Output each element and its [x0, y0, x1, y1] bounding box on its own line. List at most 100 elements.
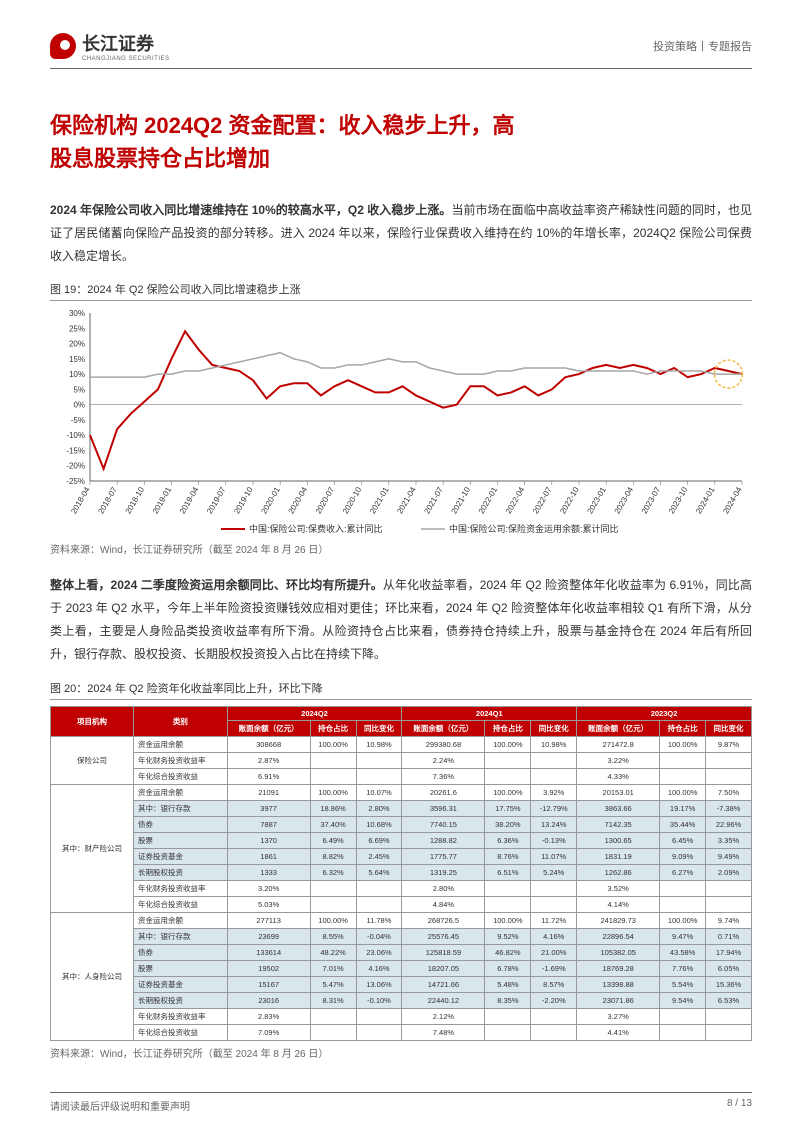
cell [310, 768, 356, 784]
svg-text:30%: 30% [69, 309, 85, 318]
cell: 7.76% [660, 960, 706, 976]
cell: 22896.54 [577, 928, 660, 944]
cell: 6.45% [660, 832, 706, 848]
th-sub: 持仓占比 [485, 720, 531, 736]
cell [660, 880, 706, 896]
cell: 2.80% [356, 800, 402, 816]
cell: 10.98% [531, 736, 577, 752]
cell: 133614 [227, 944, 310, 960]
cell: 6.05% [706, 960, 752, 976]
cell: -12.79% [531, 800, 577, 816]
row-label: 债券 [134, 944, 228, 960]
row-label: 股票 [134, 832, 228, 848]
fig20-source: 资料来源：Wind，长江证券研究所（截至 2024 年 8 月 26 日） [50, 1045, 752, 1060]
row-label: 资金运用余额 [134, 784, 228, 800]
svg-text:20%: 20% [69, 340, 85, 349]
cell: 6.49% [310, 832, 356, 848]
cell [485, 1024, 531, 1040]
cell [706, 880, 752, 896]
svg-text:2023-04: 2023-04 [613, 485, 636, 515]
th-sub: 同比变化 [356, 720, 402, 736]
cell: -2.20% [531, 992, 577, 1008]
cell: 2.45% [356, 848, 402, 864]
cell: 271472.8 [577, 736, 660, 752]
cell: 299380.68 [402, 736, 485, 752]
cell: 4.84% [402, 896, 485, 912]
cell: 308668 [227, 736, 310, 752]
cell: 100.00% [310, 912, 356, 928]
cell: 100.00% [485, 784, 531, 800]
cell [706, 1008, 752, 1024]
cell: 8.82% [310, 848, 356, 864]
cell: 8.76% [485, 848, 531, 864]
cell: 11.72% [531, 912, 577, 928]
group-label: 保险公司 [51, 736, 134, 784]
svg-text:0%: 0% [73, 401, 85, 410]
cell: 10.07% [356, 784, 402, 800]
cell: 14721.66 [402, 976, 485, 992]
cell: 4.16% [531, 928, 577, 944]
row-label: 其中：银行存款 [134, 800, 228, 816]
fig19-caption: 图 19：2024 年 Q2 保险公司收入同比增速稳步上涨 [50, 281, 752, 301]
cell: 100.00% [485, 736, 531, 752]
fig20-caption: 图 20：2024 年 Q2 险资年化收益率同比上升，环比下降 [50, 680, 752, 700]
svg-text:2023-01: 2023-01 [585, 485, 608, 515]
cell [660, 1008, 706, 1024]
cell: -0.13% [531, 832, 577, 848]
th-period: 2024Q2 [227, 706, 402, 720]
cell: 15.36% [706, 976, 752, 992]
svg-text:2021-07: 2021-07 [422, 485, 445, 515]
svg-text:2023-10: 2023-10 [667, 485, 690, 515]
svg-text:2018-10: 2018-10 [124, 485, 147, 515]
svg-text:15%: 15% [69, 355, 85, 364]
cell: 20261.6 [402, 784, 485, 800]
cell: 17.94% [706, 944, 752, 960]
cell: 2.87% [227, 752, 310, 768]
svg-text:2022-07: 2022-07 [531, 485, 554, 515]
cell: 23016 [227, 992, 310, 1008]
cell: 9.87% [706, 736, 752, 752]
cell: -7.38% [706, 800, 752, 816]
cell: 4.41% [577, 1024, 660, 1040]
row-label: 长期股权投资 [134, 992, 228, 1008]
cell: 6.78% [485, 960, 531, 976]
cell: 18769.28 [577, 960, 660, 976]
th-period: 2024Q1 [402, 706, 577, 720]
cell [660, 896, 706, 912]
svg-text:2022-01: 2022-01 [477, 485, 500, 515]
cell: 3.52% [577, 880, 660, 896]
cell: 1775.77 [402, 848, 485, 864]
row-label: 证券投资基金 [134, 848, 228, 864]
cell: 5.48% [485, 976, 531, 992]
page-header: 长江证券 CHANGJIANG SECURITIES 投资策略丨专题报告 [50, 30, 752, 69]
cell: 6.32% [310, 864, 356, 880]
cell: 21.00% [531, 944, 577, 960]
svg-text:2024-04: 2024-04 [721, 485, 744, 515]
cell: 6.53% [706, 992, 752, 1008]
svg-text:2020-01: 2020-01 [259, 485, 282, 515]
cell [531, 896, 577, 912]
cell [310, 1008, 356, 1024]
fig19-source: 资料来源：Wind，长江证券研究所（截至 2024 年 8 月 26 日） [50, 541, 752, 556]
paragraph-1: 2024 年保险公司收入同比增速维持在 10%的较高水平，Q2 收入稳步上涨。当… [50, 199, 752, 267]
row-label: 其中：银行存款 [134, 928, 228, 944]
cell [531, 768, 577, 784]
cell [706, 896, 752, 912]
cell: 10.68% [356, 816, 402, 832]
th-sub: 持仓占比 [310, 720, 356, 736]
svg-text:2024-01: 2024-01 [694, 485, 717, 515]
cell [485, 1008, 531, 1024]
svg-text:-15%: -15% [66, 447, 85, 456]
cell: 6.36% [485, 832, 531, 848]
svg-text:10%: 10% [69, 370, 85, 379]
cell: 0.71% [706, 928, 752, 944]
svg-text:2020-07: 2020-07 [314, 485, 337, 515]
cell [531, 752, 577, 768]
cell: 3863.66 [577, 800, 660, 816]
cell [660, 752, 706, 768]
cell: 18207.05 [402, 960, 485, 976]
cell: 3.22% [577, 752, 660, 768]
logo-text-cn: 长江证券 [82, 30, 170, 56]
cell: 23699 [227, 928, 310, 944]
cell: 13.24% [531, 816, 577, 832]
